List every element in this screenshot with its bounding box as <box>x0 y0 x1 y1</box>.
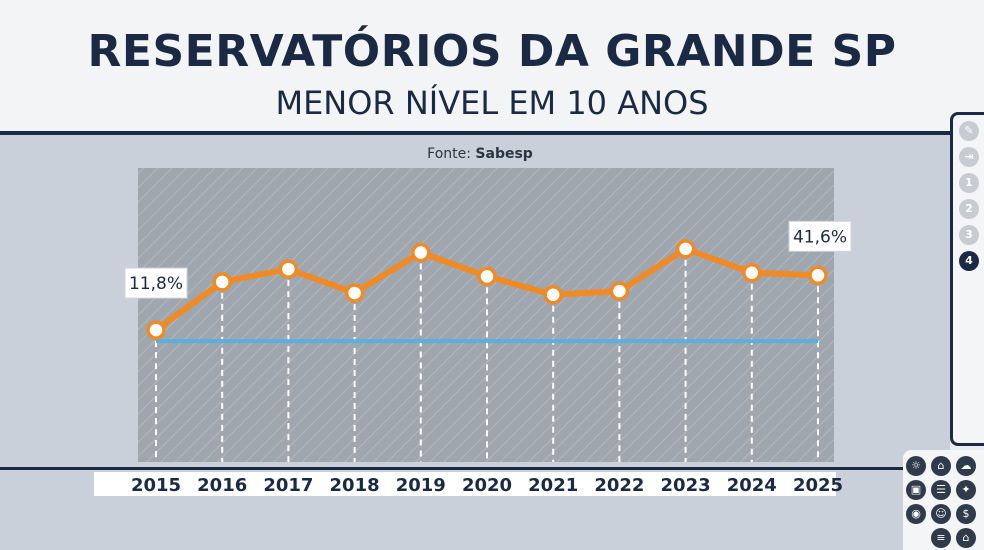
weather-icon[interactable]: ☼ <box>906 456 926 476</box>
source-note: Fonte: Sabesp <box>400 146 560 162</box>
step-4-button[interactable]: 4 <box>959 251 979 271</box>
exit-icon[interactable]: ⇥ <box>959 147 979 167</box>
x-tick-label: 2022 <box>594 475 644 496</box>
home-icon[interactable]: ⌂ <box>956 528 976 548</box>
x-tick-label: 2024 <box>727 475 777 496</box>
x-tick-label: 2023 <box>661 475 711 496</box>
header-area <box>0 0 984 132</box>
data-point-2017 <box>278 259 299 279</box>
source-name: Sabesp <box>475 146 533 162</box>
source-prefix: Fonte: <box>427 146 476 162</box>
data-point-2021 <box>543 285 563 305</box>
x-tick-label: 2015 <box>131 475 181 496</box>
icon-grid-panel: ☼ ⌂ ☁ ▣ ☰ ✦ ◉ ☺ $ ≡ ⌂ <box>903 450 984 550</box>
step-3-button[interactable]: 3 <box>959 225 979 245</box>
board-top-border <box>0 131 950 135</box>
data-point-2015 <box>146 320 166 340</box>
x-tick-label: 2025 <box>793 475 843 496</box>
data-point-2019 <box>411 242 431 263</box>
dollar-icon[interactable]: $ <box>956 504 976 524</box>
x-tick-label: 2018 <box>330 475 380 496</box>
data-point-2020 <box>477 266 497 287</box>
camera-icon[interactable]: ◉ <box>906 504 926 524</box>
x-tick-label: 2016 <box>197 475 247 496</box>
theater-icon[interactable]: ☺ <box>931 504 951 524</box>
x-tick-label: 2017 <box>263 475 313 496</box>
lock-icon[interactable]: ⌂ <box>931 456 951 476</box>
list-icon[interactable]: ☰ <box>931 480 951 500</box>
step-1-button[interactable]: 1 <box>959 173 979 193</box>
x-tick-label: 2020 <box>462 475 512 496</box>
side-control-panel: ✎ ⇥ 1 2 3 4 <box>950 112 984 446</box>
chart-subtitle: MENOR NÍVEL EM 10 ANOS <box>275 84 709 122</box>
menu-icon[interactable]: ≡ <box>931 528 951 548</box>
step-2-button[interactable]: 2 <box>959 199 979 219</box>
data-point-2025 <box>808 265 828 286</box>
axis-divider <box>0 467 950 470</box>
data-label-box <box>124 267 188 299</box>
line-chart: 11,8% 41,6% 2015 2016 2017 2018 2019 2020 2021 2… <box>0 168 950 496</box>
data-label: 11,8% <box>129 274 183 294</box>
run-icon[interactable]: ✦ <box>956 480 976 500</box>
data-point-2016 <box>212 272 232 292</box>
x-tick-label: 2019 <box>396 475 446 496</box>
data-point-2024 <box>742 262 762 283</box>
data-point-2018 <box>344 283 365 303</box>
chart-title: RESERVATÓRIOS DA GRANDE SP <box>87 26 897 77</box>
cloud-icon[interactable]: ☁ <box>956 456 976 476</box>
data-point-2022 <box>609 281 630 301</box>
pencil-icon[interactable]: ✎ <box>959 121 979 141</box>
x-tick-label: 2021 <box>528 475 578 496</box>
data-label-box <box>788 220 852 252</box>
data-label: 41,6% <box>793 227 847 247</box>
data-point-2023 <box>675 239 696 259</box>
bus-icon[interactable]: ▣ <box>906 480 926 500</box>
x-axis-strip <box>94 472 836 496</box>
